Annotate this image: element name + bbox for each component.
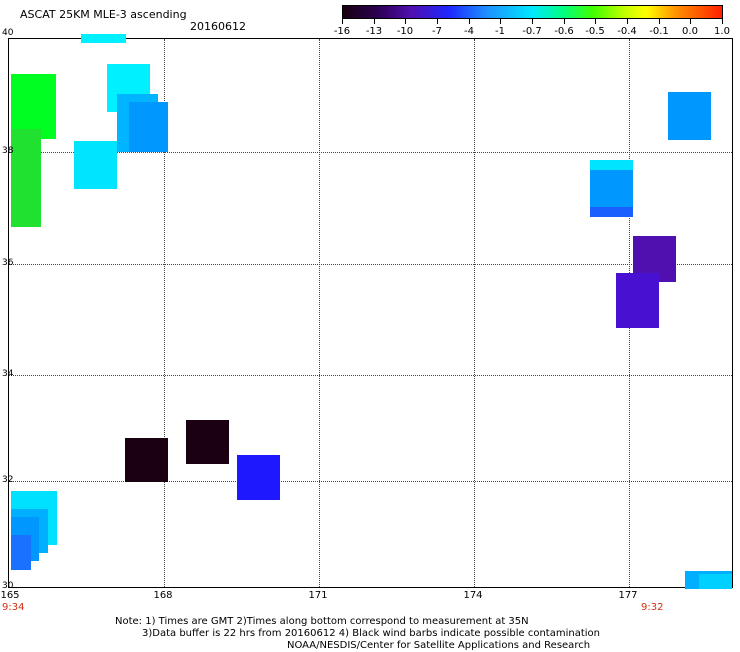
colorbar-label: -0.5 — [585, 26, 605, 37]
grid-line-36 — [9, 264, 732, 265]
grid-line-171 — [319, 39, 320, 587]
colorbar-tick — [627, 19, 628, 24]
colorbar-tick — [659, 19, 660, 24]
grid-line-32 — [9, 481, 732, 482]
grid-line-34 — [9, 375, 732, 376]
colorbar-tick — [342, 19, 343, 24]
lat-label-34: 34 — [2, 369, 14, 379]
lat-label-36: 36 — [2, 258, 14, 268]
wind-cell — [125, 438, 168, 482]
wind-cell — [699, 574, 732, 589]
wind-cell — [11, 129, 41, 227]
colorbar-label: -10 — [396, 26, 414, 37]
colorbar-label: -0.1 — [649, 26, 669, 37]
lon-label-177: 177 — [618, 590, 638, 601]
lat-label-30: 30 — [2, 581, 14, 591]
colorbar-tick — [564, 19, 565, 24]
wind-cell — [129, 102, 168, 152]
lat-label-38: 38 — [2, 146, 14, 156]
colorbar-label: 0.0 — [682, 26, 698, 37]
wind-cell — [590, 160, 633, 170]
colorbar-label: -1 — [495, 26, 505, 37]
wind-cell — [186, 420, 229, 464]
lon-label-165: 165 — [0, 590, 20, 601]
wind-cell — [668, 92, 711, 140]
wind-cell — [616, 273, 659, 328]
time-label-left: 9:34 — [2, 602, 25, 613]
colorbar-label: -0.6 — [554, 26, 574, 37]
lon-label-174: 174 — [463, 590, 483, 601]
colorbar-tick — [469, 19, 470, 24]
colorbar-tick — [405, 19, 406, 24]
wind-cell — [237, 455, 280, 500]
colorbar-label: -0.4 — [617, 26, 637, 37]
wind-cell — [11, 74, 56, 139]
time-label-right: 9:32 — [641, 602, 664, 613]
colorbar-label: -4 — [464, 26, 474, 37]
colorbar-label: -16 — [333, 26, 351, 37]
grid-line-174 — [474, 39, 475, 587]
footnote-line-1: Note: 1) Times are GMT 2)Times along bot… — [115, 616, 529, 627]
grid-line-38 — [9, 152, 732, 153]
lat-label-40: 40 — [2, 28, 14, 38]
lon-label-171: 171 — [308, 590, 328, 601]
colorbar-tick — [532, 19, 533, 24]
colorbar-tick — [690, 19, 691, 24]
colorbar-tick — [437, 19, 438, 24]
footnote-line-3: NOAA/NESDIS/Center for Satellite Applica… — [287, 640, 591, 651]
footnote-line-2: 3)Data buffer is 22 hrs from 20160612 4)… — [142, 628, 600, 639]
map-plot-area[interactable] — [8, 34, 733, 589]
colorbar-label: -7 — [432, 26, 442, 37]
colorbar — [342, 5, 723, 19]
colorbar-tick — [500, 19, 501, 24]
wind-cell — [590, 207, 633, 217]
colorbar-label: -0.7 — [522, 26, 542, 37]
lon-label-168: 168 — [153, 590, 173, 601]
footnotes: Note: 1) Times are GMT 2)Times along bot… — [115, 616, 600, 652]
lat-label-32: 32 — [2, 475, 14, 485]
wind-cell — [74, 141, 117, 189]
colorbar-tick — [722, 19, 723, 24]
map-title: ASCAT 25KM MLE-3 ascending — [20, 8, 187, 21]
grid-line-168 — [164, 39, 165, 587]
colorbar-label: -13 — [365, 26, 383, 37]
wind-cell — [81, 34, 126, 43]
wind-cell — [11, 535, 31, 570]
colorbar-ticks — [342, 19, 723, 24]
map-date: 20160612 — [190, 20, 246, 33]
colorbar-tick — [595, 19, 596, 24]
colorbar-tick — [374, 19, 375, 24]
colorbar-label: 1.0 — [714, 26, 730, 37]
